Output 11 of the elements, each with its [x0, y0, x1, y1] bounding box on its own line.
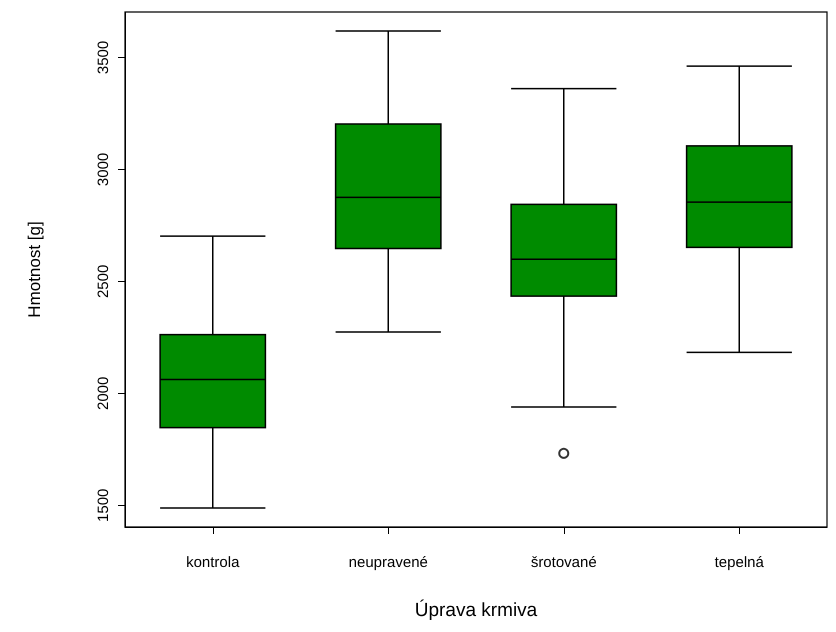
y-tick-label: 1500: [95, 488, 112, 522]
y-tick-label: 2500: [95, 264, 112, 298]
x-axis-title: Úprava krmiva: [414, 599, 538, 621]
y-axis-title: Hmotnost [g]: [25, 221, 44, 318]
y-tick-label: 2000: [95, 376, 112, 410]
x-tick-label: tepelná: [714, 554, 765, 571]
x-tick-label: neupravené: [348, 554, 428, 571]
x-tick-label: šrotované: [530, 554, 597, 571]
y-tick-label: 3000: [95, 152, 112, 186]
y-tick-label: 3500: [95, 40, 112, 74]
x-tick-label: kontrola: [186, 554, 240, 571]
